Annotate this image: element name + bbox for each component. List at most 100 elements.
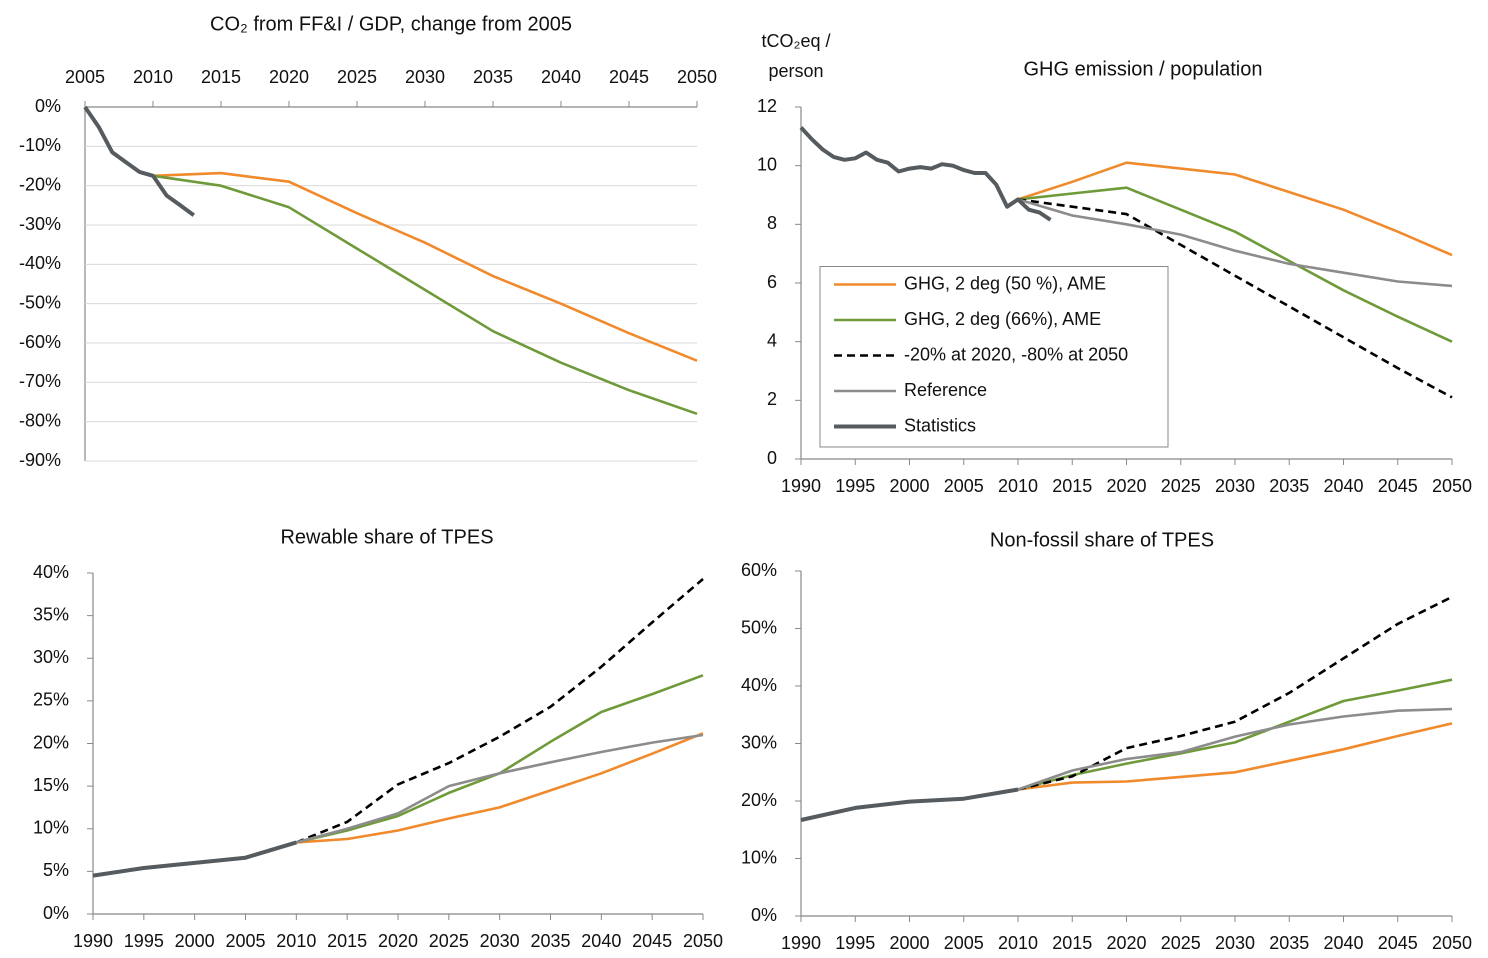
series-line [800, 787, 1019, 822]
x-tick-label: 2010 [133, 67, 173, 87]
y-tick-label: 10 [757, 154, 777, 174]
subplot: Rewable share of TPES 0% 5% 10% 15% 20% 25% 30%… [33, 526, 723, 950]
chart-title: GHG emission / population [1023, 58, 1262, 80]
y-tick-label: 20% [741, 790, 777, 810]
y-tick-label: 0% [43, 903, 69, 923]
series-line [92, 840, 297, 878]
legend-label: GHG, 2 deg (66%), AME [904, 309, 1101, 329]
series-line [1017, 707, 1453, 791]
y-tick-label: 20% [33, 732, 69, 752]
y-tick-label: 10% [741, 847, 777, 867]
x-tick-label: 2035 [530, 931, 570, 951]
x-tick-label: 2000 [175, 931, 215, 951]
x-tick-label: 2040 [1323, 933, 1363, 953]
series-line [83, 105, 195, 217]
y-tick-label: 6 [767, 272, 777, 292]
x-tick-label: 2050 [1432, 933, 1472, 953]
x-tick-label: 2020 [1106, 933, 1146, 953]
x-tick-label: 2040 [1323, 476, 1363, 496]
x-tick-label: 2050 [683, 931, 723, 951]
x-tick-label: 2015 [1052, 476, 1092, 496]
y-tick-label: 0 [767, 448, 777, 468]
x-tick-label: 2025 [1161, 933, 1201, 953]
series-line [1017, 161, 1453, 257]
y-tick-label: 4 [767, 330, 777, 350]
y-tick-label: -10% [19, 135, 61, 155]
x-tick-label: 2005 [225, 931, 265, 951]
x-tick-label: 1995 [835, 933, 875, 953]
y-tick-label: 30% [741, 732, 777, 752]
series-line [1017, 595, 1453, 791]
y-tick-label: 15% [33, 775, 69, 795]
x-tick-label: 1990 [781, 933, 821, 953]
y-tick-label: -60% [19, 332, 61, 352]
y-tick-label: -50% [19, 292, 61, 312]
x-tick-label: 2040 [581, 931, 621, 951]
y-tick-label: 40% [33, 562, 69, 582]
x-tick-label: 2005 [944, 476, 984, 496]
x-tick-label: 2030 [480, 931, 520, 951]
legend-label: Reference [904, 380, 987, 400]
y-tick-label: -70% [19, 371, 61, 391]
series-line [152, 174, 698, 416]
x-tick-label: 2050 [1432, 476, 1472, 496]
series-line [1017, 198, 1453, 399]
y-tick-label: 0% [35, 96, 61, 116]
y-tick-label: 30% [33, 647, 69, 667]
y-axis-label: person [768, 61, 823, 81]
x-tick-label: 2010 [276, 931, 316, 951]
series-line [799, 126, 1052, 222]
x-tick-label: 2015 [1052, 933, 1092, 953]
series-line [295, 733, 704, 844]
x-tick-label: 2000 [889, 476, 929, 496]
x-tick-label: 2035 [1269, 933, 1309, 953]
x-tick-label: 2020 [1106, 476, 1146, 496]
x-tick-label: 2050 [677, 67, 717, 87]
x-tick-label: 2015 [327, 931, 367, 951]
y-tick-label: 8 [767, 213, 777, 233]
x-tick-label: 2010 [998, 933, 1038, 953]
x-tick-label: 2020 [269, 67, 309, 87]
subplot: Non-fossil share of TPES 0% 10% 20% 30% 40% 50… [741, 529, 1472, 952]
y-tick-label: 5% [43, 860, 69, 880]
x-tick-label: 2025 [337, 67, 377, 87]
x-tick-label: 2030 [1215, 476, 1255, 496]
series-line [1017, 678, 1453, 791]
x-tick-label: 2005 [944, 933, 984, 953]
y-tick-label: -80% [19, 410, 61, 430]
subplot: CO₂ from FF&I / GDP, change from 2005 0% -… [19, 13, 717, 469]
x-tick-label: 2040 [541, 67, 581, 87]
y-tick-label: 40% [741, 675, 777, 695]
x-tick-label: 2045 [1378, 476, 1418, 496]
x-tick-label: 2045 [609, 67, 649, 87]
x-tick-label: 2035 [1269, 476, 1309, 496]
series-line [295, 578, 704, 844]
x-tick-label: 2005 [65, 67, 105, 87]
x-tick-label: 2045 [1378, 933, 1418, 953]
y-tick-label: 25% [33, 690, 69, 710]
legend-label: Statistics [904, 415, 976, 435]
chart-title: Rewable share of TPES [280, 526, 493, 548]
chart-title: Non-fossil share of TPES [990, 529, 1214, 551]
series-line [296, 732, 704, 844]
x-tick-label: 1995 [124, 931, 164, 951]
x-tick-label: 2025 [1161, 476, 1201, 496]
x-tick-label: 2025 [429, 931, 469, 951]
y-axis-label: tCO₂eq / [761, 31, 830, 51]
y-tick-label: -30% [19, 214, 61, 234]
series-line [1017, 722, 1453, 791]
x-tick-label: 2035 [473, 67, 513, 87]
x-tick-label: 2030 [405, 67, 445, 87]
y-tick-label: 35% [33, 604, 69, 624]
subplot: GHG emission / population tCO₂eq / person 0… [757, 31, 1472, 496]
series-line [152, 171, 698, 362]
x-tick-label: 2030 [1215, 933, 1255, 953]
y-tick-label: 60% [741, 560, 777, 580]
legend-label: GHG, 2 deg (50 %), AME [904, 273, 1106, 293]
x-tick-label: 2000 [889, 933, 929, 953]
x-tick-label: 1995 [835, 476, 875, 496]
series-line [1017, 198, 1453, 288]
y-tick-label: -40% [19, 253, 61, 273]
